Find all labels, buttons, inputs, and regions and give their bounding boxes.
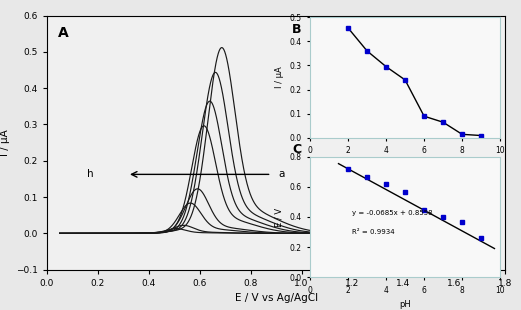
Text: h: h	[87, 169, 94, 179]
Text: A: A	[58, 26, 69, 40]
X-axis label: pH: pH	[399, 161, 411, 170]
Y-axis label: I / μA: I / μA	[1, 129, 10, 156]
Y-axis label: E / V: E / V	[275, 207, 284, 227]
Text: R² = 0.9934: R² = 0.9934	[352, 229, 394, 235]
Text: C: C	[292, 143, 301, 156]
Text: B: B	[292, 23, 302, 36]
Text: y = -0.0685x + 0.8558: y = -0.0685x + 0.8558	[352, 210, 432, 215]
Text: a: a	[278, 169, 285, 179]
Y-axis label: I / μA: I / μA	[275, 67, 284, 88]
X-axis label: pH: pH	[399, 300, 411, 309]
X-axis label: E / V vs Ag/AgCl: E / V vs Ag/AgCl	[234, 293, 318, 303]
